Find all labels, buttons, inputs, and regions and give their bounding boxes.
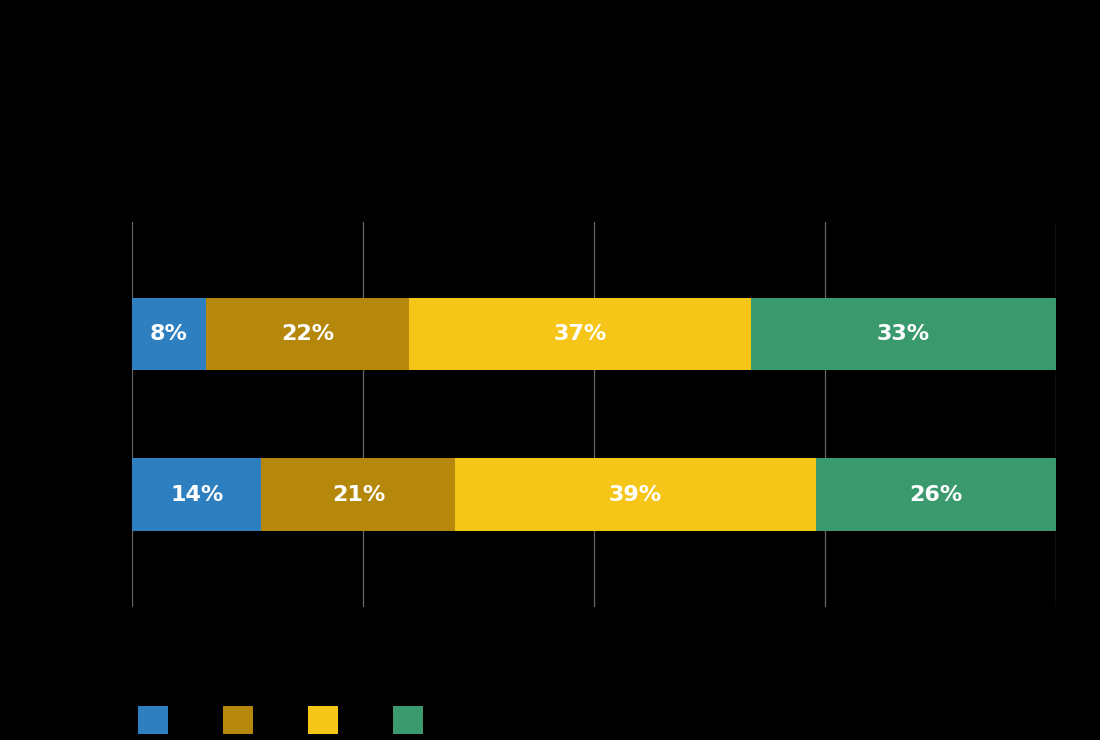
Text: 26%: 26% (910, 485, 962, 505)
Bar (751, 298, 1056, 370)
Text: 22%: 22% (280, 324, 334, 344)
Text: 37%: 37% (553, 324, 607, 344)
Text: 8%: 8% (150, 324, 188, 344)
Bar (132, 459, 262, 531)
Bar (455, 459, 816, 531)
Bar (132, 298, 206, 370)
Bar (409, 298, 751, 370)
Text: 21%: 21% (332, 485, 385, 505)
Bar (206, 298, 409, 370)
Text: 14%: 14% (170, 485, 223, 505)
Text: 33%: 33% (877, 324, 931, 344)
Bar (262, 459, 455, 531)
Legend: , , , : , , , (131, 700, 434, 740)
Bar (816, 459, 1056, 531)
Text: 39%: 39% (609, 485, 662, 505)
